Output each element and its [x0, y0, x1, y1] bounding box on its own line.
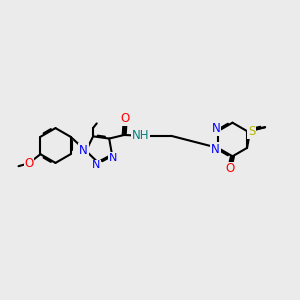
Text: O: O: [24, 157, 34, 170]
Text: S: S: [248, 125, 256, 138]
Text: N: N: [92, 160, 101, 170]
Text: NH: NH: [132, 129, 149, 142]
Text: N: N: [211, 143, 220, 156]
Text: N: N: [109, 153, 117, 163]
Text: N: N: [212, 122, 220, 135]
Text: O: O: [121, 112, 130, 125]
Text: N: N: [79, 144, 88, 157]
Text: O: O: [225, 162, 234, 176]
